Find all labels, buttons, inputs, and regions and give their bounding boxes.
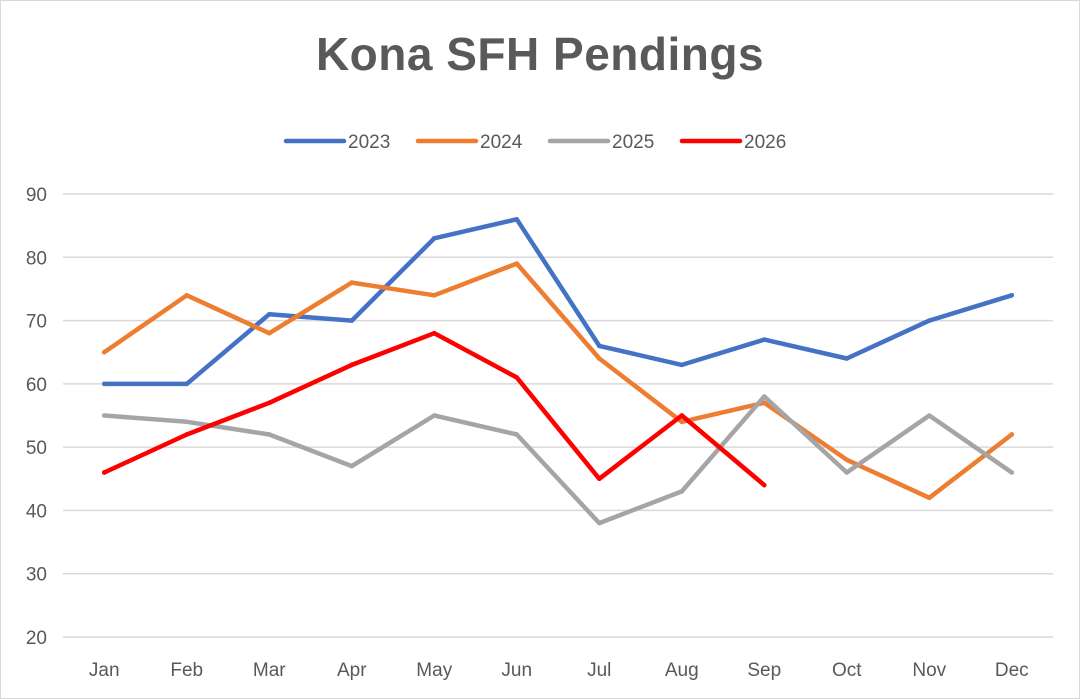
x-tick-label-dec: Dec — [995, 660, 1029, 681]
x-tick-label-jun: Jun — [501, 660, 532, 681]
data-point-2023-jun — [514, 217, 520, 222]
data-point-2025-jan — [101, 413, 107, 418]
data-point-2024-jun — [514, 261, 520, 266]
x-tick-label-mar: Mar — [253, 660, 286, 681]
legend-label-2023: 2023 — [348, 132, 390, 153]
y-tick-label-30: 30 — [26, 565, 47, 586]
legend-label-2026: 2026 — [744, 132, 786, 153]
legend-label-2024: 2024 — [480, 132, 523, 153]
data-point-2025-sep — [761, 394, 767, 399]
x-tick-label-jan: Jan — [89, 660, 120, 681]
x-tick-label-sep: Sep — [747, 660, 781, 681]
series-line-2025 — [102, 394, 1015, 526]
y-tick-label-40: 40 — [26, 501, 47, 522]
y-tick-label-60: 60 — [26, 375, 47, 396]
data-point-2026-apr — [349, 362, 355, 368]
data-point-2025-may — [431, 413, 437, 418]
data-point-2024-aug — [679, 419, 685, 425]
data-point-2023-apr — [349, 318, 355, 323]
data-point-2026-jun — [514, 375, 520, 380]
legend-label-2025: 2025 — [612, 132, 654, 153]
data-point-2026-sep — [761, 482, 767, 488]
data-point-2026-jan — [101, 470, 107, 475]
data-point-2023-oct — [844, 356, 850, 361]
data-point-2026-aug — [679, 413, 685, 418]
data-point-2025-aug — [679, 489, 685, 494]
series-line-2024 — [102, 261, 1015, 501]
y-tick-label-20: 20 — [26, 628, 47, 649]
x-tick-label-nov: Nov — [912, 660, 946, 681]
y-tick-label-90: 90 — [26, 185, 47, 206]
data-point-2024-jan — [101, 349, 107, 355]
data-point-2024-apr — [349, 280, 355, 285]
legend: 2023 2024 2025 2026 — [283, 132, 786, 153]
data-point-2024-oct — [844, 457, 850, 463]
data-point-2025-apr — [349, 463, 355, 469]
y-tick-label-80: 80 — [26, 248, 47, 269]
data-point-2023-may — [431, 236, 437, 241]
y-axis: 20 30 40 50 60 70 80 90 — [26, 185, 47, 649]
gridlines — [63, 193, 1053, 638]
y-tick-label-50: 50 — [26, 438, 47, 459]
data-point-2026-may — [431, 330, 437, 336]
data-point-2025-oct — [844, 470, 850, 475]
data-point-2026-jul — [596, 476, 602, 482]
data-point-2025-nov — [926, 413, 932, 418]
data-point-2024-mar — [266, 330, 272, 336]
data-point-2024-sep — [761, 400, 767, 406]
series-lines — [101, 217, 1015, 526]
data-point-2024-dec — [1009, 432, 1015, 437]
x-tick-label-jul: Jul — [587, 660, 611, 681]
data-point-2025-mar — [266, 432, 272, 437]
data-point-2023-mar — [266, 311, 272, 317]
data-point-2026-feb — [184, 432, 190, 437]
x-tick-label-may: May — [416, 660, 452, 681]
data-point-2024-jul — [596, 356, 602, 361]
x-tick-label-apr: Apr — [337, 660, 367, 681]
x-tick-label-oct: Oct — [832, 660, 862, 681]
data-point-2023-dec — [1009, 292, 1015, 298]
data-point-2023-jan — [101, 381, 107, 387]
data-point-2023-feb — [184, 381, 190, 387]
x-tick-label-aug: Aug — [665, 660, 699, 681]
data-point-2023-jul — [596, 343, 602, 349]
data-point-2023-aug — [679, 362, 685, 368]
x-axis: Jan Feb Mar Apr May Jun Jul Aug Sep Oct Nov Dec — [89, 660, 1029, 681]
data-point-2025-dec — [1009, 470, 1015, 475]
data-point-2024-nov — [926, 495, 932, 501]
x-tick-label-feb: Feb — [170, 660, 203, 681]
data-point-2025-jun — [514, 432, 520, 437]
data-point-2024-may — [431, 292, 437, 298]
data-point-2023-nov — [926, 318, 932, 323]
chart-title: Kona SFH Pendings — [315, 28, 765, 80]
data-point-2025-jul — [596, 520, 602, 526]
data-point-2026-mar — [266, 400, 272, 406]
series-line-2023 — [102, 217, 1015, 387]
data-point-2025-feb — [184, 419, 190, 425]
data-point-2023-sep — [761, 337, 767, 342]
y-tick-label-70: 70 — [26, 312, 47, 333]
data-point-2024-feb — [184, 292, 190, 298]
